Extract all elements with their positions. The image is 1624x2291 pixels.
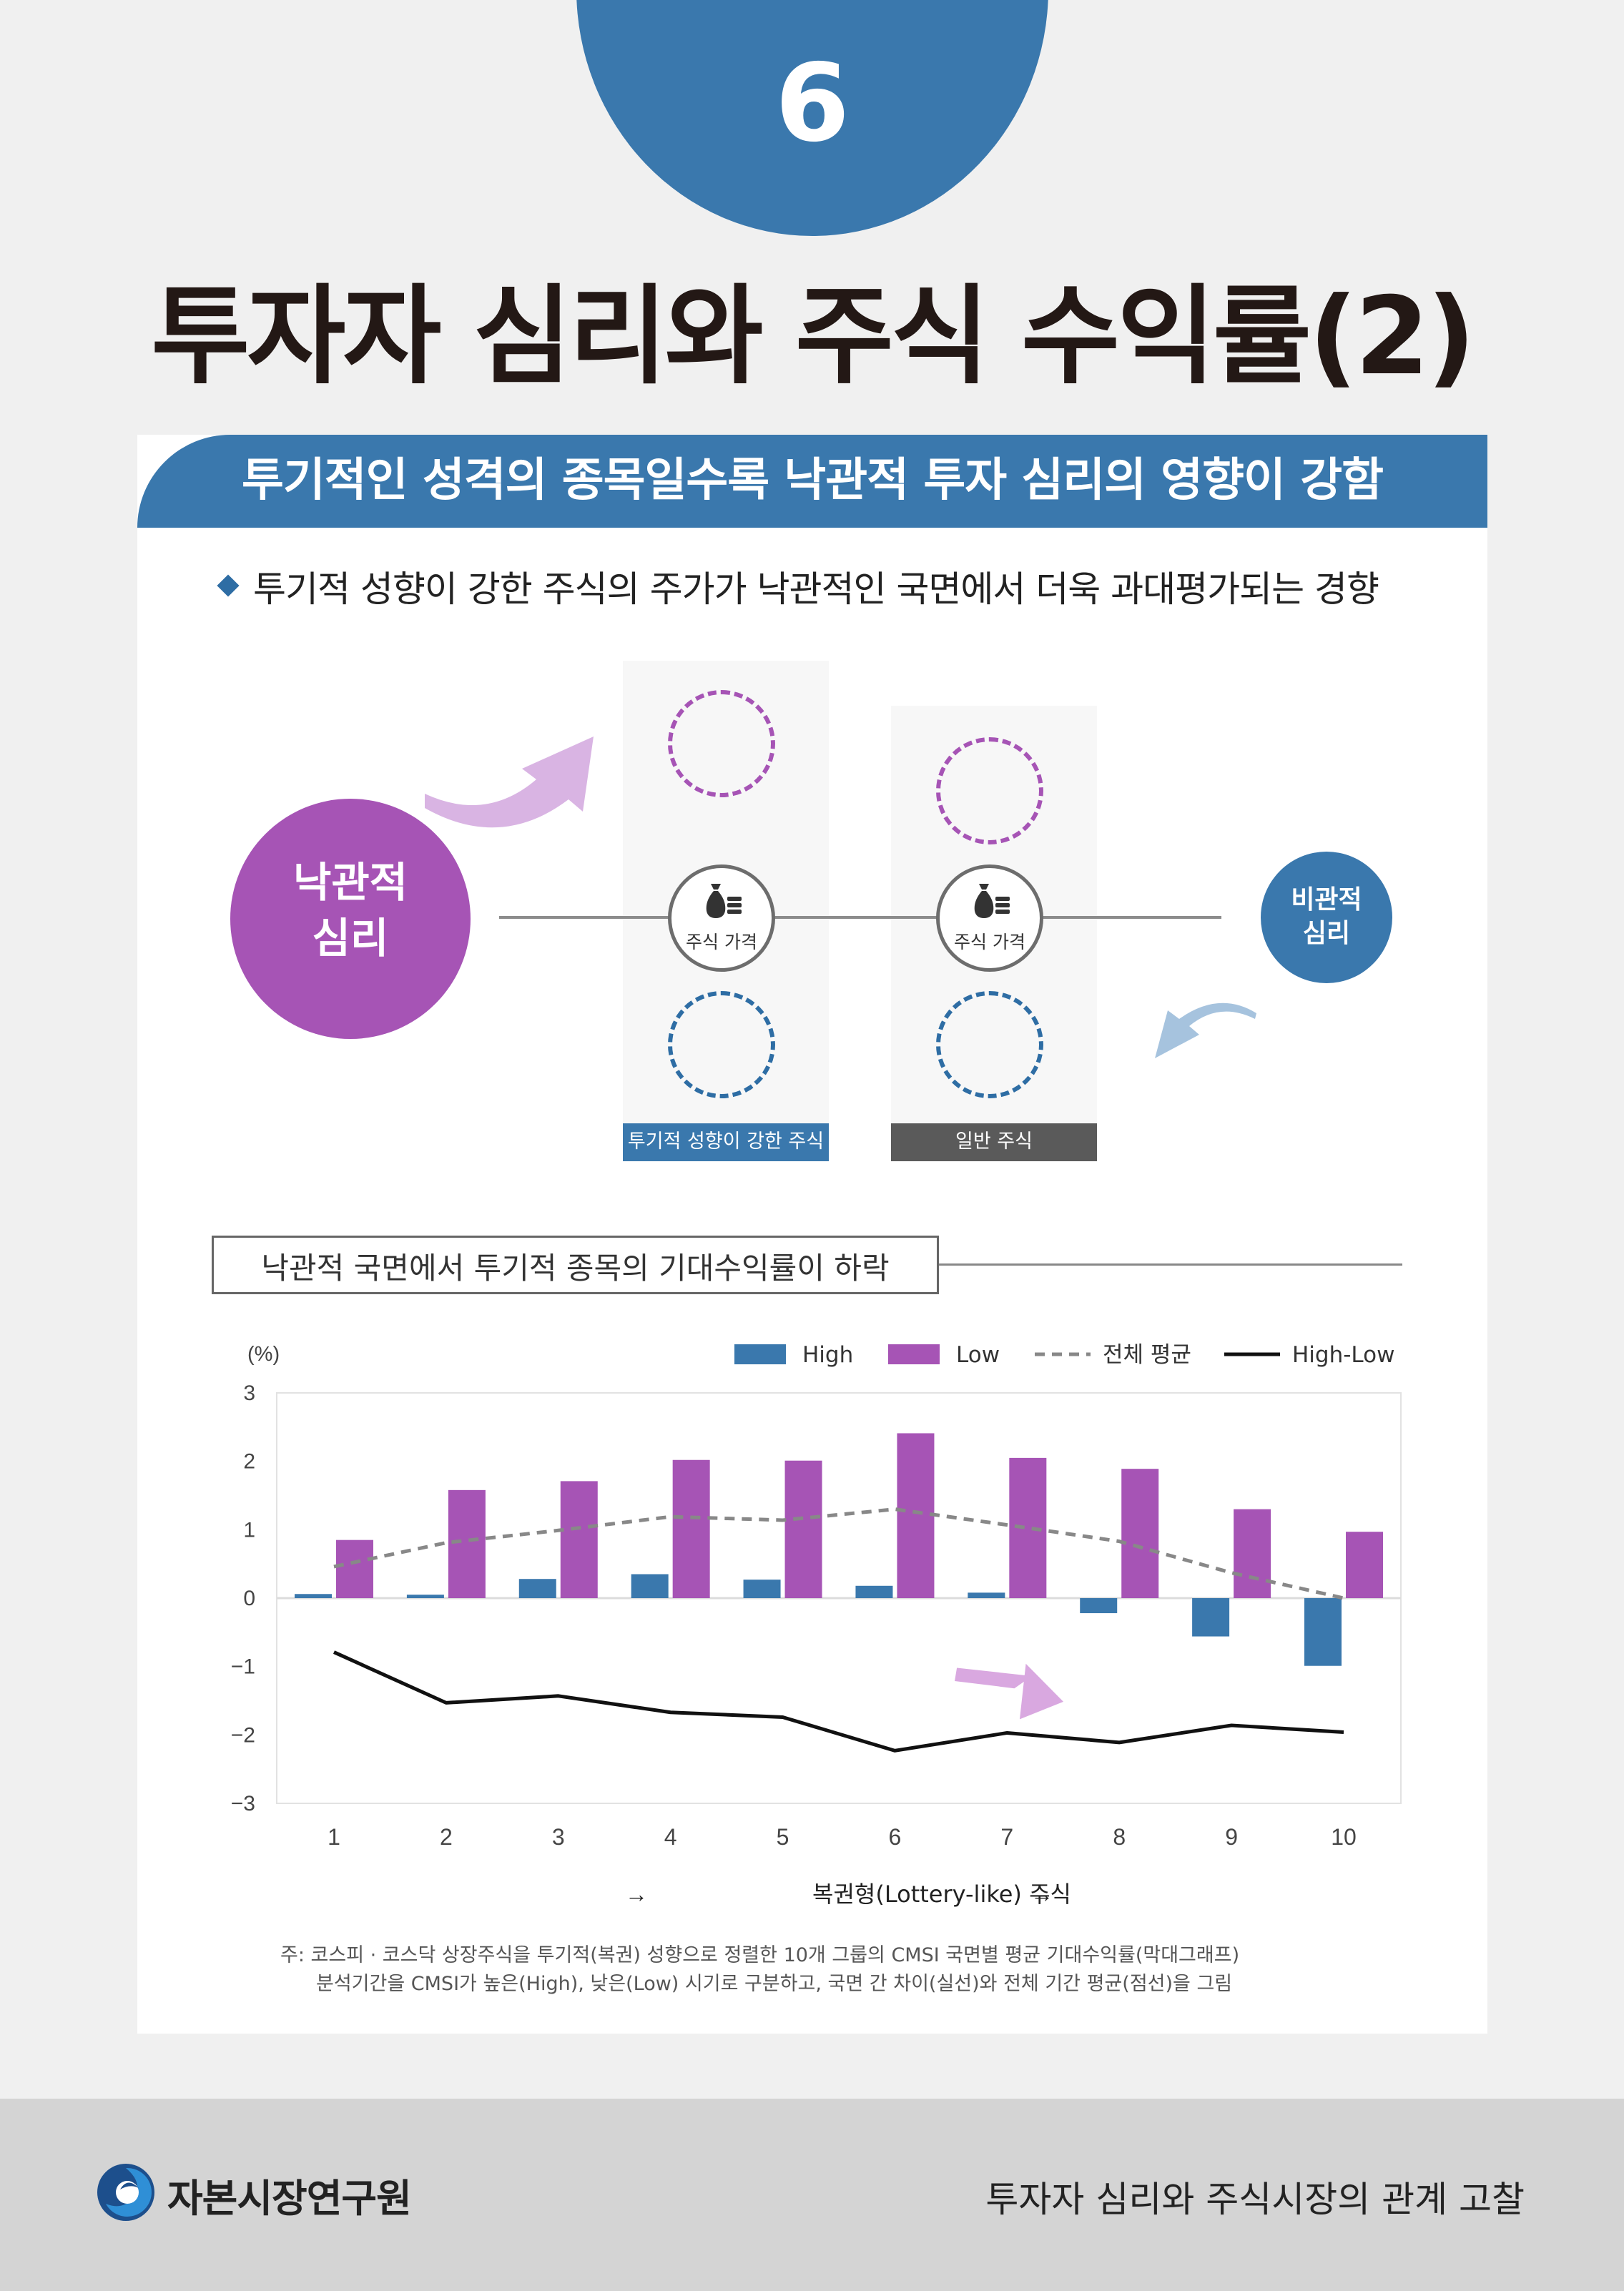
money-bag-icon bbox=[706, 884, 742, 918]
bar-series bbox=[295, 1433, 1383, 1666]
institute-name: 자본시장연구원 bbox=[167, 2176, 412, 2221]
x-tick-label: 9 bbox=[1225, 1824, 1238, 1850]
bar-low bbox=[897, 1433, 935, 1598]
x-axis: 1 2 3 4 5 6 7 8 9 10 bbox=[328, 1824, 1357, 1850]
bar-high bbox=[1080, 1598, 1118, 1614]
pessimism-circle bbox=[1261, 852, 1392, 983]
legend-label: High bbox=[802, 1342, 853, 1368]
legend-label: Low bbox=[956, 1342, 1000, 1368]
normal-stock-label: 일반 주식 bbox=[891, 1123, 1097, 1161]
line-series bbox=[333, 1507, 1344, 1753]
upward-arrow-icon bbox=[425, 736, 594, 828]
x-tick-label: 7 bbox=[1000, 1824, 1013, 1850]
bar-high bbox=[295, 1594, 332, 1598]
legend-swatch bbox=[888, 1344, 940, 1364]
bar-low bbox=[1009, 1457, 1047, 1598]
price-baseline bbox=[499, 916, 1221, 919]
x-arrow-left: → bbox=[625, 1881, 648, 1907]
page-title: 투자자 심리와 주식 수익률(2) bbox=[151, 275, 1475, 399]
x-tick-label: 1 bbox=[328, 1824, 340, 1850]
chart-legend: High Low 전체 평균 High-Low bbox=[734, 1342, 1394, 1368]
bar-low bbox=[448, 1489, 486, 1598]
section-subtitle: 낙관적 국면에서 투기적 종목의 기대수익률이 하락 bbox=[261, 1251, 890, 1286]
bar-high bbox=[743, 1580, 781, 1598]
section-number: 6 bbox=[774, 41, 850, 166]
money-bag-icon bbox=[974, 884, 1010, 918]
legend-swatch bbox=[734, 1344, 786, 1364]
legend-label: 전체 평균 bbox=[1103, 1342, 1191, 1368]
bar-high bbox=[855, 1585, 893, 1598]
headline-banner-text: 투기적인 성격의 종목일수록 낙관적 투자 심리의 영향이 강함 bbox=[242, 454, 1384, 507]
undervalued-price-ring bbox=[936, 991, 1043, 1098]
headline-banner bbox=[137, 435, 1487, 528]
footnote-line-2: 분석기간을 CMSI가 높은(High), 낮은(Low) 시기로 구분하고, … bbox=[316, 1973, 1233, 1995]
x-tick-label: 5 bbox=[777, 1824, 789, 1850]
x-tick-label: 2 bbox=[440, 1824, 453, 1850]
bar-low bbox=[1346, 1532, 1383, 1598]
optimism-circle bbox=[230, 799, 471, 1039]
price-label: 주식 가격 bbox=[686, 932, 757, 952]
y-tick-label: −2 bbox=[231, 1723, 255, 1747]
x-arrow-right: → bbox=[1030, 1881, 1053, 1907]
overvalued-price-ring bbox=[668, 690, 775, 797]
bar-high bbox=[631, 1574, 669, 1598]
optimism-label: 낙관적 심리 bbox=[292, 858, 408, 963]
y-axis: 3 2 1 0 −1 −2 −3 bbox=[231, 1381, 255, 1815]
y-tick-label: 2 bbox=[243, 1450, 255, 1474]
bar-low bbox=[672, 1459, 710, 1598]
x-tick-label: 10 bbox=[1331, 1824, 1357, 1850]
bar-high bbox=[1192, 1598, 1230, 1637]
legend-label: High-Low bbox=[1292, 1342, 1394, 1368]
downward-arrow-icon bbox=[1155, 1002, 1256, 1058]
x-tick-label: 3 bbox=[552, 1824, 565, 1850]
x-tick-label: 4 bbox=[664, 1824, 677, 1850]
bar-high bbox=[406, 1595, 444, 1598]
report-title: 투자자 심리와 주식시장의 관계 고찰 bbox=[985, 2179, 1525, 2220]
x-tick-label: 8 bbox=[1113, 1824, 1126, 1850]
overvalued-price-ring bbox=[936, 737, 1043, 844]
y-tick-label: 0 bbox=[243, 1587, 255, 1610]
bullet-text: 투기적 성향이 강한 주식의 주가가 낙관적인 국면에서 더욱 과대평가되는 경… bbox=[253, 568, 1379, 610]
bar-low bbox=[336, 1539, 373, 1598]
footnote-line-1: 주: 코스피 · 코스닥 상장주식을 투기적(복권) 성향으로 정렬한 10개 … bbox=[280, 1944, 1240, 1966]
bar-low bbox=[1234, 1509, 1271, 1598]
pessimism-label: 비관적 심리 bbox=[1291, 885, 1362, 948]
y-tick-label: −3 bbox=[231, 1792, 255, 1815]
bar-high bbox=[518, 1579, 556, 1598]
x-axis-title: 복권형(Lottery-like) 주식 bbox=[812, 1881, 1071, 1908]
section-subtitle-box bbox=[212, 1236, 939, 1294]
speculative-stock-label: 투기적 성향이 강한 주식 bbox=[623, 1123, 829, 1161]
y-unit-label: (%) bbox=[247, 1343, 280, 1366]
y-tick-label: 1 bbox=[243, 1518, 255, 1542]
stock-price-node bbox=[936, 864, 1043, 972]
x-tick-label: 6 bbox=[889, 1824, 902, 1850]
bar-low bbox=[1121, 1469, 1159, 1598]
high-low-line bbox=[333, 1650, 1344, 1753]
y-tick-label: −1 bbox=[231, 1655, 255, 1679]
bar-low bbox=[560, 1481, 598, 1598]
overall-average-line bbox=[333, 1507, 1344, 1600]
bar-high bbox=[968, 1592, 1005, 1598]
undervalued-price-ring bbox=[668, 991, 775, 1098]
y-tick-label: 3 bbox=[243, 1381, 255, 1405]
bar-low bbox=[784, 1460, 822, 1598]
institute-logo-icon bbox=[97, 2164, 154, 2221]
footer-bar bbox=[0, 2099, 1624, 2291]
divider-line bbox=[939, 1263, 1402, 1266]
stock-price-node bbox=[668, 864, 775, 972]
trend-arrow-icon bbox=[955, 1663, 1064, 1720]
bar-high bbox=[1304, 1598, 1342, 1666]
price-label: 주식 가격 bbox=[954, 932, 1025, 952]
